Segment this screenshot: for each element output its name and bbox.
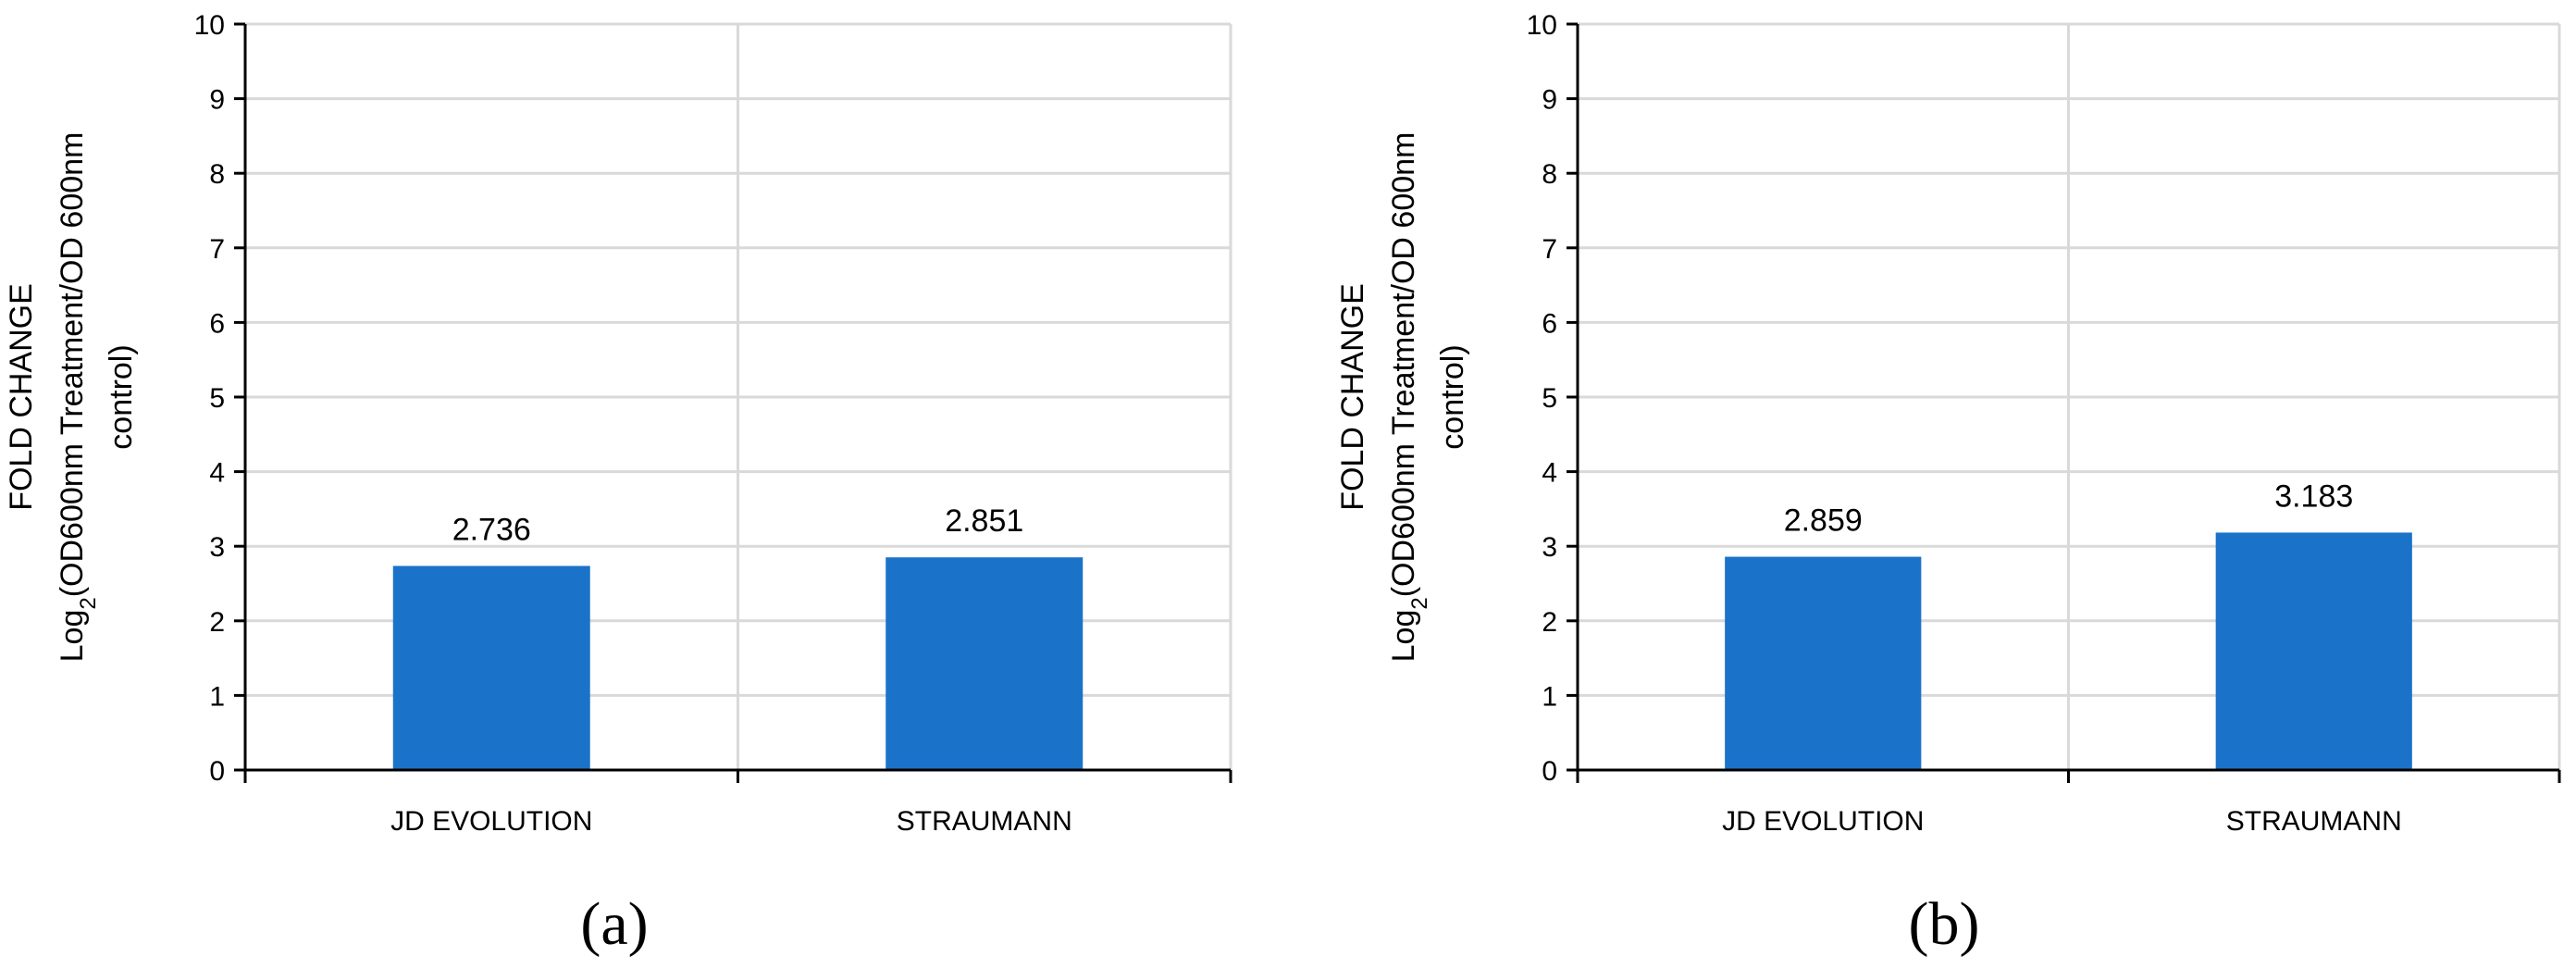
y-tick-label: 3 [1542, 532, 1557, 563]
y-tick-label: 10 [1527, 10, 1557, 41]
y-tick-label: 7 [1542, 234, 1557, 265]
y-tick-label: 0 [1542, 756, 1557, 787]
y-tick-label: 9 [1542, 85, 1557, 116]
y-tick-label: 8 [209, 159, 225, 190]
y-tick-label: 4 [209, 458, 225, 489]
x-tick-label: JD EVOLUTION [390, 806, 592, 837]
y-tick-label: 6 [209, 308, 225, 339]
y-tick-label: 5 [209, 383, 225, 414]
y-tick-label: 6 [1542, 308, 1557, 339]
y-tick-label: 1 [1542, 681, 1557, 712]
y-axis-title-line-3: control) [104, 344, 139, 449]
y-tick-label: 9 [209, 85, 225, 116]
bar [886, 557, 1084, 770]
panel-label: (b) [1909, 890, 1980, 958]
y-tick-label: 3 [209, 532, 225, 563]
y-tick-label: 2 [1542, 607, 1557, 638]
x-tick-label: STRAUMANN [897, 806, 1072, 837]
y-axis-title-line-1: FOLD CHANGE [1335, 283, 1370, 511]
bar [392, 565, 590, 770]
y-axis-title-line-3: control) [1435, 344, 1470, 449]
y-tick-label: 4 [1542, 458, 1557, 489]
y-tick-label: 5 [1542, 383, 1557, 414]
x-tick-label: STRAUMANN [2226, 806, 2402, 837]
y-tick-label: 10 [194, 10, 225, 41]
y-axis-title-line-1: FOLD CHANGE [4, 283, 39, 511]
y-tick-label: 1 [209, 681, 225, 712]
panel-a: 2.736 2.851 0 1 2 3 4 5 6 7 8 9 10 JD EVOLUTION STRAUM… [4, 10, 1232, 958]
y-tick-label: 8 [1542, 159, 1557, 190]
y-tick-label: 7 [209, 234, 225, 265]
data-label: 2.859 [1784, 503, 1863, 539]
panel-b: 2.859 3.183 0 1 2 3 4 5 6 7 8 9 10 JD EVOLUTION STRAUM… [1335, 10, 2561, 958]
bar [2215, 532, 2412, 770]
bar [1725, 556, 1922, 770]
x-tick-label: JD EVOLUTION [1722, 806, 1924, 837]
y-tick-label: 0 [209, 756, 225, 787]
y-axis-title-line-2: Log2(OD600nm Treatment/OD 600nm [1386, 132, 1432, 663]
data-label: 2.736 [452, 512, 531, 547]
data-label: 2.851 [945, 503, 1023, 539]
y-tick-label: 2 [209, 607, 225, 638]
panel-label: (a) [580, 890, 648, 958]
y-axis-title-line-2: Log2(OD600nm Treatment/OD 600nm [55, 132, 101, 663]
data-label: 3.183 [2274, 478, 2353, 514]
